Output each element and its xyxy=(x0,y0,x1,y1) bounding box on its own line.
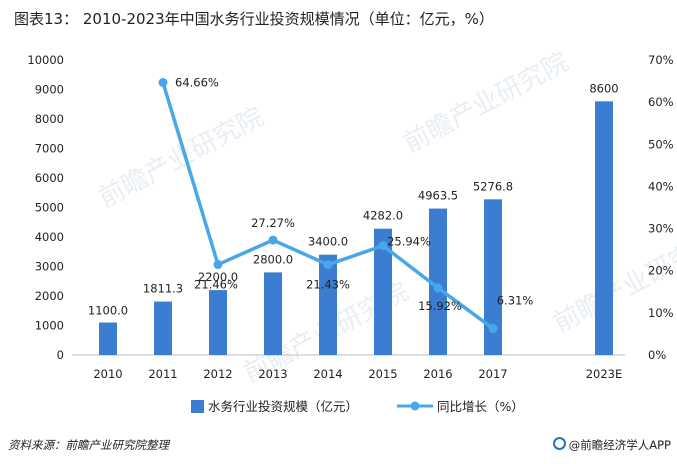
growth-point xyxy=(158,78,168,88)
bar-data-label: 5276.8 xyxy=(473,179,513,193)
x-tick-label: 2016 xyxy=(423,367,452,381)
brand-credit: @前瞻经济学人APP xyxy=(552,437,671,453)
y-left-tick-label: 2000 xyxy=(35,289,64,303)
y-left-tick-label: 6000 xyxy=(35,171,64,185)
growth-point xyxy=(378,241,388,251)
y-left-tick-label: 7000 xyxy=(35,142,64,156)
chart-title: 图表13： 2010-2023年中国水务行业投资规模情况（单位：亿元，%） xyxy=(14,10,494,28)
x-tick-label: 2012 xyxy=(203,367,232,381)
line-data-label: 27.27% xyxy=(251,216,295,230)
growth-point xyxy=(213,260,223,270)
y-left-tick-label: 4000 xyxy=(35,230,64,244)
line-data-label: 64.66% xyxy=(175,76,219,90)
bar xyxy=(209,290,227,355)
y-right-tick-label: 10% xyxy=(648,306,674,320)
y-right-tick-label: 70% xyxy=(648,53,674,67)
y-left-tick-label: 0 xyxy=(57,348,64,362)
line-data-label: 25.94% xyxy=(387,235,431,249)
bar-data-label: 2800.0 xyxy=(253,252,293,266)
line-data-label: 21.46% xyxy=(194,278,238,292)
y-left-tick-label: 9000 xyxy=(35,83,64,97)
y-right-tick-label: 30% xyxy=(648,222,674,236)
x-tick-label: 2010 xyxy=(93,367,122,381)
growth-point xyxy=(323,260,333,270)
bar-data-label: 1811.3 xyxy=(143,282,183,296)
bar-data-label: 4282.0 xyxy=(363,209,403,223)
bar xyxy=(374,228,392,355)
bar xyxy=(429,208,447,355)
bar xyxy=(484,199,502,355)
line-data-label: 6.31% xyxy=(497,293,534,307)
bar-data-label: 1100.0 xyxy=(88,304,128,318)
legend-line-marker xyxy=(410,401,420,411)
y-left-tick-label: 5000 xyxy=(35,201,64,215)
y-right-tick-label: 50% xyxy=(648,137,674,151)
legend-bar-swatch xyxy=(191,400,204,413)
bar-data-label: 2200.0 xyxy=(198,270,238,284)
y-right-tick-label: 0% xyxy=(648,348,666,362)
y-left-tick-label: 3000 xyxy=(35,260,64,274)
x-tick-label: 2014 xyxy=(313,367,342,381)
watermark-text: 前瞻产业研究院 xyxy=(94,102,269,214)
brand-logo-icon xyxy=(552,437,566,450)
bar xyxy=(99,322,117,355)
y-left-tick-label: 10000 xyxy=(27,53,64,67)
x-tick-label: 2017 xyxy=(478,367,507,381)
bar xyxy=(154,301,172,355)
bar xyxy=(319,254,337,355)
line-data-label: 21.43% xyxy=(306,278,350,292)
growth-point xyxy=(268,235,278,245)
y-right-tick-label: 60% xyxy=(648,95,674,109)
bar xyxy=(264,272,282,355)
x-tick-label: 2013 xyxy=(258,367,287,381)
bar xyxy=(595,101,613,355)
x-tick-label: 2015 xyxy=(368,367,397,381)
legend-bar-label: 水务行业投资规模（亿元） xyxy=(208,399,358,414)
bar-data-label: 4963.5 xyxy=(418,189,458,203)
brand-credit-text: @前瞻经济学人APP xyxy=(568,438,671,452)
y-right-tick-label: 40% xyxy=(648,179,674,193)
x-tick-label: 2023E xyxy=(586,367,623,381)
y-left-tick-label: 8000 xyxy=(35,112,64,126)
y-left-tick-label: 1000 xyxy=(35,319,64,333)
bar-data-label: 3400.0 xyxy=(308,235,348,249)
line-data-label: 15.92% xyxy=(418,299,462,313)
growth-point xyxy=(488,323,498,333)
legend-line-label: 同比增长（%） xyxy=(437,399,524,414)
growth-point xyxy=(433,283,443,293)
watermark-text: 前瞻产业研究院 xyxy=(399,47,574,159)
x-tick-label: 2011 xyxy=(148,367,177,381)
bar-data-label: 8600 xyxy=(589,81,618,95)
y-right-tick-label: 20% xyxy=(648,264,674,278)
source-note: 资料来源：前瞻产业研究院整理 xyxy=(8,438,169,452)
